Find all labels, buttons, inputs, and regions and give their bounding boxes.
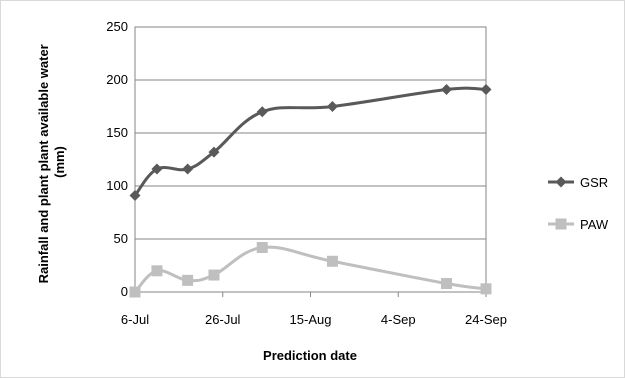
data-point-gsr <box>208 146 220 158</box>
legend-item-paw: PAW <box>548 217 609 232</box>
data-point-paw <box>151 265 163 277</box>
y-tick-label: 100 <box>106 178 128 193</box>
x-tick-label: 6-Jul <box>121 312 149 327</box>
legend-item-gsr: GSR <box>548 175 608 190</box>
data-point-gsr <box>441 84 453 96</box>
x-tick-label: 24-Sep <box>465 312 507 327</box>
legend-label-gsr: GSR <box>580 175 608 190</box>
data-point-paw <box>208 269 220 281</box>
data-point-gsr <box>182 163 194 175</box>
y-tick-label: 50 <box>114 231 128 246</box>
x-tick-label: 26-Jul <box>205 312 241 327</box>
legend-marker-gsr <box>555 176 567 188</box>
data-point-paw <box>480 283 492 295</box>
legend: GSR PAW <box>548 175 609 232</box>
data-point-gsr <box>129 190 141 202</box>
x-tick-label: 15-Aug <box>290 312 332 327</box>
series-group <box>129 84 492 298</box>
data-point-paw <box>441 278 453 290</box>
y-axis-title: Rainfall and plant plant available water… <box>36 41 67 284</box>
x-axis-title: Prediction date <box>263 348 357 363</box>
series-paw <box>129 241 492 298</box>
series-line-gsr <box>133 86 487 197</box>
y-axis-title-line-2: (mm) <box>52 146 67 178</box>
data-point-paw <box>129 286 141 298</box>
legend-marker-paw <box>555 218 567 230</box>
series-gsr <box>129 84 492 202</box>
y-axis-tick-labels: 0 50 100 150 200 250 <box>106 19 128 299</box>
data-point-gsr <box>326 101 338 112</box>
data-point-paw <box>182 274 194 286</box>
gridlines <box>135 79 486 240</box>
x-axis-tick-labels: 6-Jul 26-Jul 15-Aug 4-Sep 24-Sep <box>121 292 507 327</box>
y-tick-label: 0 <box>121 284 128 299</box>
legend-label-paw: PAW <box>580 217 609 232</box>
x-tick-label: 4-Sep <box>381 312 416 327</box>
y-tick-label: 150 <box>106 125 128 140</box>
y-tick-label: 200 <box>106 72 128 87</box>
data-point-gsr <box>151 163 163 175</box>
y-axis-title-line-1: Rainfall and plant plant available water <box>36 44 51 283</box>
data-point-gsr <box>480 84 492 96</box>
data-point-paw <box>256 241 268 253</box>
y-tick-label: 250 <box>106 19 128 34</box>
data-point-paw <box>326 255 338 267</box>
plot-area <box>134 26 487 293</box>
data-point-gsr <box>256 106 268 118</box>
